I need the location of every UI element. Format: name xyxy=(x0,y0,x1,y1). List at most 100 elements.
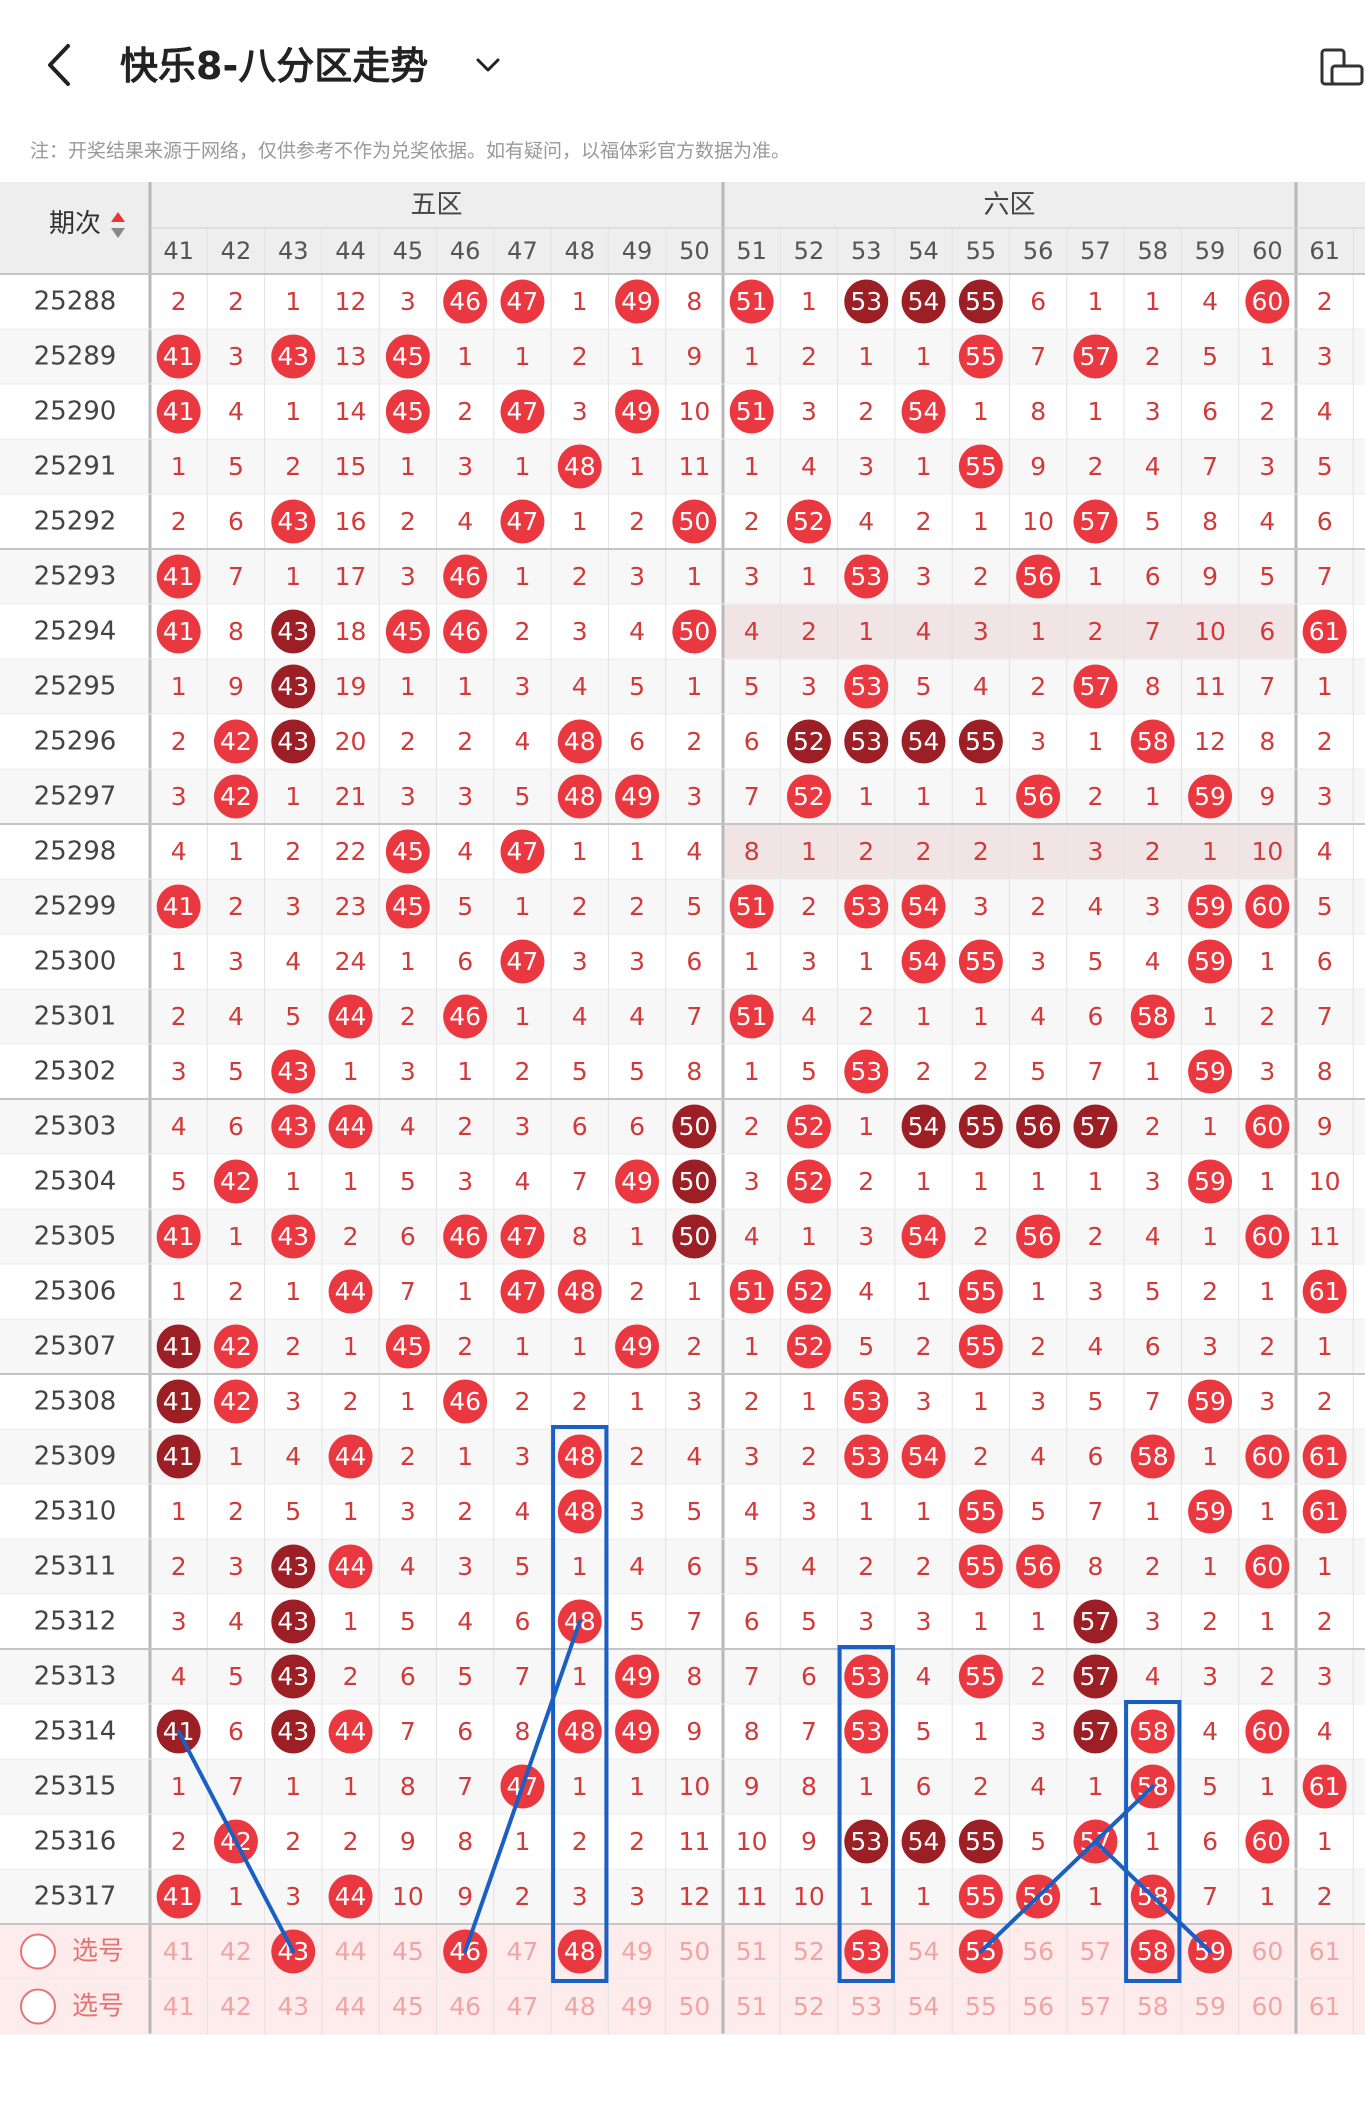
miss-count: 6 xyxy=(1317,947,1333,976)
select-number[interactable]: 43 xyxy=(277,1992,309,2021)
select-number[interactable]: 56 xyxy=(1022,1937,1054,1966)
miss-count: 7 xyxy=(1317,562,1333,591)
period-cell: 25296 xyxy=(34,727,117,757)
period-cell: 25304 xyxy=(34,1167,117,1197)
select-number[interactable]: 58 xyxy=(1137,1992,1169,2021)
drawn-ball xyxy=(901,1104,946,1149)
select-number[interactable]: 59 xyxy=(1194,1992,1226,2021)
select-radio[interactable] xyxy=(20,1933,56,1970)
select-number[interactable]: 47 xyxy=(507,1937,539,1966)
miss-count: 4 xyxy=(686,1442,702,1471)
select-number[interactable]: 61 xyxy=(1309,1992,1341,2021)
miss-count: 7 xyxy=(457,1772,473,1801)
select-number[interactable]: 45 xyxy=(392,1992,424,2021)
select-number[interactable]: 50 xyxy=(678,1937,710,1966)
select-number[interactable]: 55 xyxy=(965,1992,997,2021)
period-cell: 25301 xyxy=(34,1002,117,1032)
select-number[interactable]: 51 xyxy=(736,1937,768,1966)
select-number[interactable]: 45 xyxy=(392,1937,424,1966)
miss-count: 3 xyxy=(1030,947,1046,976)
miss-count: 1 xyxy=(744,947,760,976)
selected-ball[interactable] xyxy=(557,1929,602,1974)
miss-count: 5 xyxy=(686,1497,702,1526)
selected-ball[interactable] xyxy=(844,1929,889,1974)
miss-count: 1 xyxy=(1317,1552,1333,1581)
miss-count: 1 xyxy=(801,287,817,316)
drawn-ball xyxy=(213,774,258,819)
miss-count: 7 xyxy=(572,1167,588,1196)
select-number[interactable]: 60 xyxy=(1251,1937,1283,1966)
select-number[interactable]: 50 xyxy=(678,1992,710,2021)
ball-number: 44 xyxy=(335,1442,367,1471)
miss-count: 18 xyxy=(335,617,367,646)
miss-count: 1 xyxy=(744,1057,760,1086)
select-number[interactable]: 49 xyxy=(621,1992,653,2021)
ball-number: 52 xyxy=(793,1167,825,1196)
select-number[interactable]: 44 xyxy=(335,1937,367,1966)
drawn-ball xyxy=(844,884,889,929)
select-row[interactable] xyxy=(0,1979,1365,2034)
drawn-ball xyxy=(385,609,430,654)
select-number[interactable]: 46 xyxy=(449,1992,481,2021)
miss-count: 1 xyxy=(916,1882,932,1911)
selected-ball[interactable] xyxy=(1130,1929,1175,1974)
miss-count: 3 xyxy=(1145,1167,1161,1196)
select-number[interactable]: 49 xyxy=(621,1937,653,1966)
miss-count: 1 xyxy=(744,452,760,481)
ball-number: 47 xyxy=(507,837,539,866)
miss-count: 1 xyxy=(858,947,874,976)
drawn-ball xyxy=(443,279,488,324)
select-radio[interactable] xyxy=(20,1988,56,2025)
miss-count: 3 xyxy=(400,782,416,811)
chevron-left-icon[interactable] xyxy=(40,40,80,90)
select-number[interactable]: 57 xyxy=(1080,1992,1112,2021)
select-number[interactable]: 41 xyxy=(163,1937,195,1966)
drawn-ball xyxy=(786,1159,831,1204)
miss-count: 2 xyxy=(801,1442,817,1471)
drawn-ball xyxy=(1073,664,1118,709)
miss-count: 7 xyxy=(1087,1057,1103,1086)
miss-count: 8 xyxy=(1087,1552,1103,1581)
miss-count: 3 xyxy=(400,1057,416,1086)
chevron-down-icon[interactable] xyxy=(470,50,506,80)
miss-count: 10 xyxy=(392,1882,424,1911)
sort-down-icon[interactable] xyxy=(111,228,125,238)
select-number[interactable]: 47 xyxy=(507,1992,539,2021)
select-number[interactable]: 44 xyxy=(335,1992,367,2021)
select-number[interactable]: 41 xyxy=(163,1992,195,2021)
select-number[interactable]: 61 xyxy=(1309,1937,1341,1966)
select-number[interactable]: 42 xyxy=(220,1937,252,1966)
ball-number: 61 xyxy=(1309,1277,1341,1306)
select-number[interactable]: 54 xyxy=(908,1992,940,2021)
select-number[interactable]: 42 xyxy=(220,1992,252,2021)
select-number[interactable]: 56 xyxy=(1022,1992,1054,2021)
drawn-ball xyxy=(901,939,946,984)
miss-count: 2 xyxy=(973,1222,989,1251)
select-number[interactable]: 53 xyxy=(850,1992,882,2021)
select-number[interactable]: 48 xyxy=(564,1992,596,2021)
sort-up-icon[interactable] xyxy=(111,212,125,222)
select-number[interactable]: 51 xyxy=(736,1992,768,2021)
miss-count: 2 xyxy=(1317,727,1333,756)
miss-count: 2 xyxy=(629,507,645,536)
miss-count: 4 xyxy=(171,1112,187,1141)
miss-count: 2 xyxy=(228,1277,244,1306)
select-number[interactable]: 60 xyxy=(1251,1992,1283,2021)
table-row xyxy=(0,1484,1365,1539)
select-number[interactable]: 52 xyxy=(793,1992,825,2021)
miss-count: 2 xyxy=(1317,1387,1333,1416)
miss-count: 3 xyxy=(1259,1387,1275,1416)
miss-count: 2 xyxy=(1030,672,1046,701)
drawn-ball xyxy=(1188,1049,1233,1094)
ball-number: 60 xyxy=(1251,287,1283,316)
miss-count: 4 xyxy=(1087,1332,1103,1361)
miss-count: 1 xyxy=(801,837,817,866)
select-number[interactable]: 54 xyxy=(908,1937,940,1966)
miss-count: 1 xyxy=(171,947,187,976)
miss-count: 6 xyxy=(1145,562,1161,591)
phone-landscape-icon[interactable] xyxy=(1318,44,1365,90)
select-number[interactable]: 52 xyxy=(793,1937,825,1966)
select-number[interactable]: 57 xyxy=(1080,1937,1112,1966)
miss-count: 1 xyxy=(1145,1057,1161,1086)
miss-count: 8 xyxy=(686,287,702,316)
